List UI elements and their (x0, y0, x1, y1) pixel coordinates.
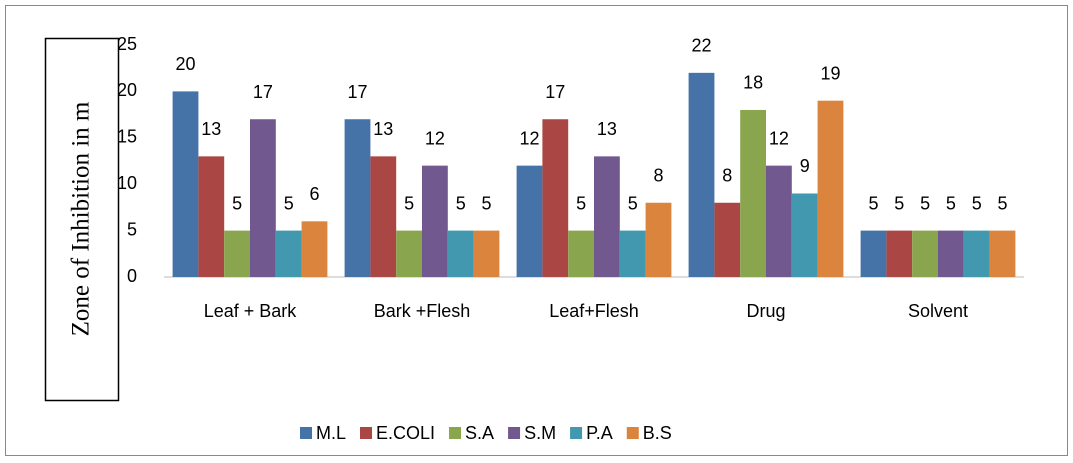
data-label: 5 (628, 193, 638, 213)
bar (447, 230, 474, 277)
legend-swatch (508, 427, 521, 439)
bar (817, 100, 844, 278)
y-tick-label: 20 (117, 80, 137, 100)
y-tick-label: 5 (127, 219, 137, 239)
bar (422, 165, 448, 277)
data-label: 17 (253, 82, 273, 102)
y-axis-label: Zone of Inhibition in m (68, 101, 95, 336)
data-label: 5 (894, 193, 904, 213)
bar (594, 156, 620, 277)
data-label: 5 (456, 193, 466, 213)
legend-label: M.L (316, 423, 346, 443)
data-label: 5 (284, 193, 294, 213)
legend-label: P.A (586, 423, 613, 443)
legend-label: S.M (524, 423, 556, 443)
x-tick-label: Drug (746, 301, 785, 321)
legend-swatch (570, 427, 583, 439)
bar (619, 230, 646, 277)
bar (645, 202, 672, 277)
y-tick-label: 0 (127, 266, 137, 286)
data-label: 13 (373, 119, 393, 139)
data-label: 5 (868, 193, 878, 213)
bar (250, 119, 276, 278)
data-label: 12 (769, 128, 789, 148)
legend-swatch (360, 427, 373, 439)
bar (912, 230, 938, 277)
bar (714, 202, 741, 277)
bar (516, 165, 543, 277)
bar (172, 91, 199, 278)
y-tick-label: 15 (117, 127, 137, 147)
legend-swatch (449, 427, 462, 439)
data-label: 17 (347, 82, 367, 102)
bar (791, 193, 818, 277)
data-label: 12 (519, 128, 539, 148)
bar (224, 230, 250, 277)
data-label: 5 (972, 193, 982, 213)
legend-swatch (626, 427, 639, 439)
x-tick-label: Leaf + Bark (204, 301, 298, 321)
data-label: 13 (201, 119, 221, 139)
data-label: 13 (597, 119, 617, 139)
bar (989, 230, 1016, 277)
x-tick-label: Bark +Flesh (374, 301, 471, 321)
y-tick-label: 25 (117, 34, 137, 54)
bar (473, 230, 500, 277)
bar (766, 165, 792, 277)
x-tick-label: Leaf+Flesh (549, 301, 639, 321)
data-label: 5 (404, 193, 414, 213)
data-label: 19 (820, 63, 840, 83)
data-label: 5 (232, 193, 242, 213)
bar (886, 230, 913, 277)
legend-label: E.COLI (376, 423, 435, 443)
legend-label: B.S (643, 423, 672, 443)
bar (688, 72, 715, 277)
y-label-box (44, 37, 120, 402)
data-label: 18 (743, 73, 763, 93)
bar (198, 156, 225, 277)
data-label: 9 (800, 156, 810, 176)
bar (568, 230, 594, 277)
x-tick-label: Solvent (908, 301, 968, 321)
bar (938, 230, 964, 277)
data-label: 12 (425, 128, 445, 148)
bar (275, 230, 302, 277)
data-label: 5 (920, 193, 930, 213)
legend-swatch (300, 427, 312, 439)
bar (542, 119, 569, 278)
y-tick-label: 10 (117, 173, 137, 193)
bar (740, 109, 766, 278)
bar (370, 156, 397, 277)
data-label: 5 (481, 193, 491, 213)
data-label: 5 (946, 193, 956, 213)
bar (860, 230, 887, 277)
data-label: 5 (576, 193, 586, 213)
data-label: 5 (997, 193, 1007, 213)
bar (396, 230, 422, 277)
data-label: 8 (653, 166, 663, 186)
legend-label: S.A (465, 423, 494, 443)
bar (963, 230, 990, 277)
data-label: 22 (691, 36, 711, 56)
data-label: 17 (545, 82, 565, 102)
bar (344, 119, 371, 278)
data-label: 8 (722, 166, 732, 186)
bar (301, 221, 328, 277)
data-label: 20 (175, 54, 195, 74)
data-label: 6 (309, 184, 319, 204)
